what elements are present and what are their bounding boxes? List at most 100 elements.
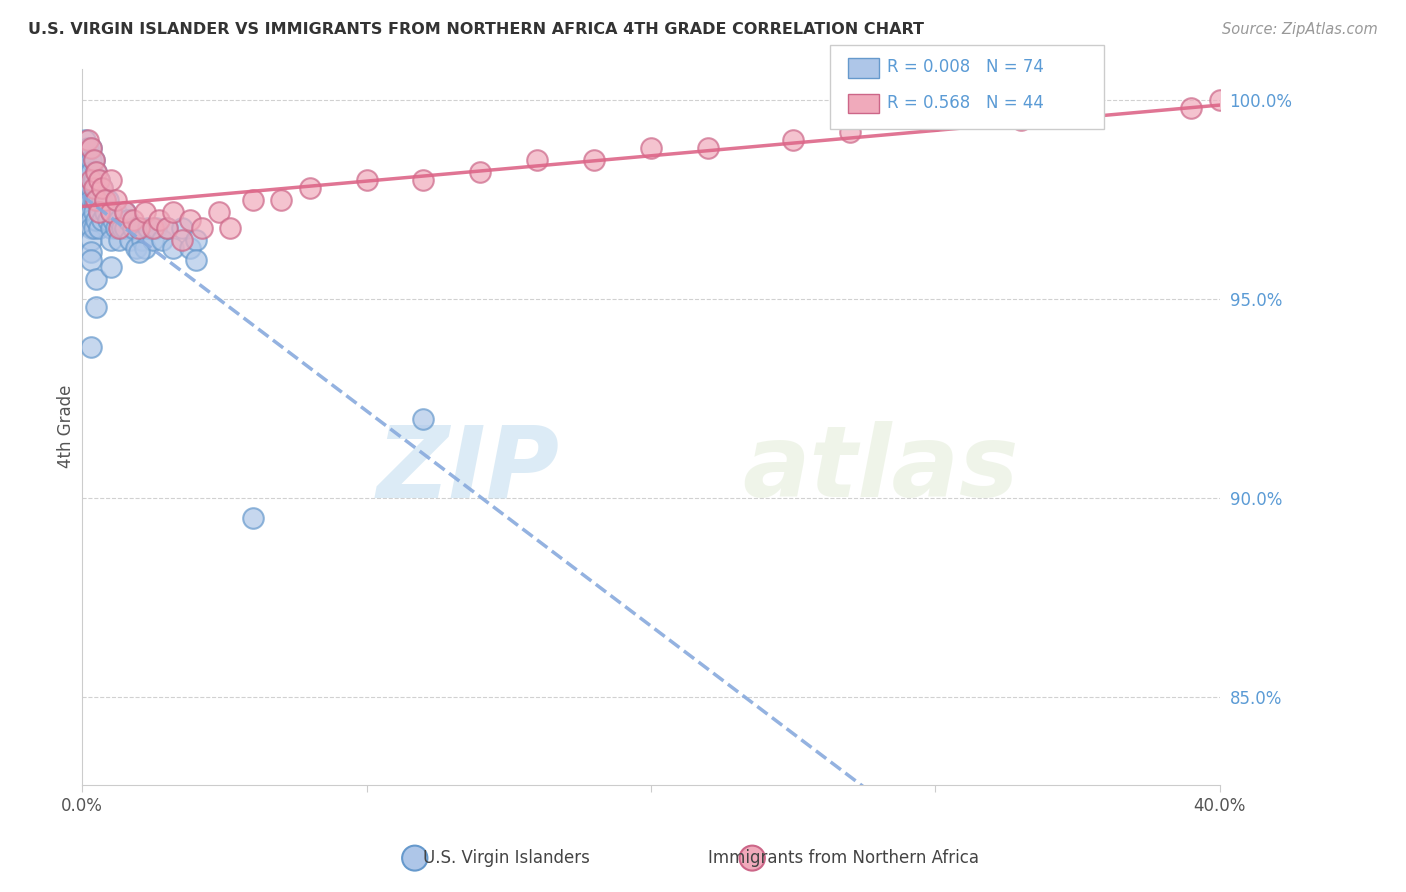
Point	[108, 220, 131, 235]
Point	[145, 220, 167, 235]
Point	[94, 204, 117, 219]
Point	[79, 153, 101, 167]
Point	[208, 204, 231, 219]
Point	[100, 173, 122, 187]
Point	[94, 193, 117, 207]
Point	[76, 133, 98, 147]
Point	[91, 181, 114, 195]
Point	[97, 193, 120, 207]
Point	[696, 141, 718, 155]
Text: R = 0.568   N = 44: R = 0.568 N = 44	[887, 94, 1045, 112]
Point	[79, 204, 101, 219]
Point	[86, 165, 108, 179]
Point	[79, 233, 101, 247]
Point	[89, 204, 111, 219]
Point	[156, 220, 179, 235]
Point	[91, 212, 114, 227]
Point	[170, 233, 193, 247]
Point	[76, 181, 98, 195]
Point	[839, 125, 862, 139]
Point	[128, 244, 150, 259]
Point	[270, 193, 292, 207]
Point	[470, 165, 492, 179]
Point	[97, 212, 120, 227]
Point	[89, 173, 111, 187]
Y-axis label: 4th Grade: 4th Grade	[58, 385, 75, 468]
Point	[583, 153, 606, 167]
Point	[148, 212, 170, 227]
Point	[83, 153, 105, 167]
Point	[100, 233, 122, 247]
Point	[128, 220, 150, 235]
Point	[142, 220, 165, 235]
Point	[242, 193, 264, 207]
Point	[83, 181, 105, 195]
Point	[83, 153, 105, 167]
Point	[86, 165, 108, 179]
Point	[108, 233, 131, 247]
Point	[91, 193, 114, 207]
Point	[79, 173, 101, 187]
Point	[76, 204, 98, 219]
Point	[114, 220, 136, 235]
Point	[89, 193, 111, 207]
Point	[179, 212, 201, 227]
Point	[89, 173, 111, 187]
Point	[114, 204, 136, 219]
Point	[108, 212, 131, 227]
Point	[190, 220, 212, 235]
Point	[117, 212, 139, 227]
Point	[1209, 94, 1232, 108]
Point	[83, 193, 105, 207]
Point	[79, 220, 101, 235]
Point	[89, 220, 111, 235]
Point	[83, 220, 105, 235]
Point	[150, 233, 173, 247]
Point	[131, 233, 153, 247]
Point	[76, 161, 98, 175]
Point	[136, 220, 159, 235]
Point	[298, 181, 321, 195]
Point	[73, 133, 96, 147]
Point	[1010, 113, 1032, 128]
Point	[79, 212, 101, 227]
Point	[105, 204, 128, 219]
Point	[356, 173, 378, 187]
Point	[219, 220, 242, 235]
Point	[640, 141, 662, 155]
Point	[79, 244, 101, 259]
Point	[782, 133, 804, 147]
Point	[89, 204, 111, 219]
Point	[924, 113, 946, 128]
Point	[162, 204, 184, 219]
Point	[86, 181, 108, 195]
Text: ZIP: ZIP	[377, 421, 560, 518]
Point	[94, 193, 117, 207]
Text: U.S. Virgin Islanders: U.S. Virgin Islanders	[423, 849, 589, 867]
Text: R = 0.008   N = 74: R = 0.008 N = 74	[887, 58, 1045, 76]
Text: U.S. VIRGIN ISLANDER VS IMMIGRANTS FROM NORTHERN AFRICA 4TH GRADE CORRELATION CH: U.S. VIRGIN ISLANDER VS IMMIGRANTS FROM …	[28, 22, 924, 37]
Point	[242, 511, 264, 525]
Point	[86, 272, 108, 286]
Point	[105, 193, 128, 207]
Point	[120, 233, 142, 247]
Point	[100, 220, 122, 235]
Point	[156, 220, 179, 235]
Point	[412, 411, 434, 425]
Point	[79, 340, 101, 354]
Point	[79, 193, 101, 207]
Point	[83, 204, 105, 219]
Text: Source: ZipAtlas.com: Source: ZipAtlas.com	[1222, 22, 1378, 37]
Point	[170, 220, 193, 235]
Point	[86, 212, 108, 227]
Point	[79, 141, 101, 155]
Point	[184, 233, 207, 247]
Point	[76, 193, 98, 207]
Point	[526, 153, 548, 167]
Point	[184, 252, 207, 267]
Point	[128, 220, 150, 235]
Point	[91, 181, 114, 195]
Point	[105, 220, 128, 235]
Point	[111, 220, 134, 235]
Point	[125, 241, 148, 255]
